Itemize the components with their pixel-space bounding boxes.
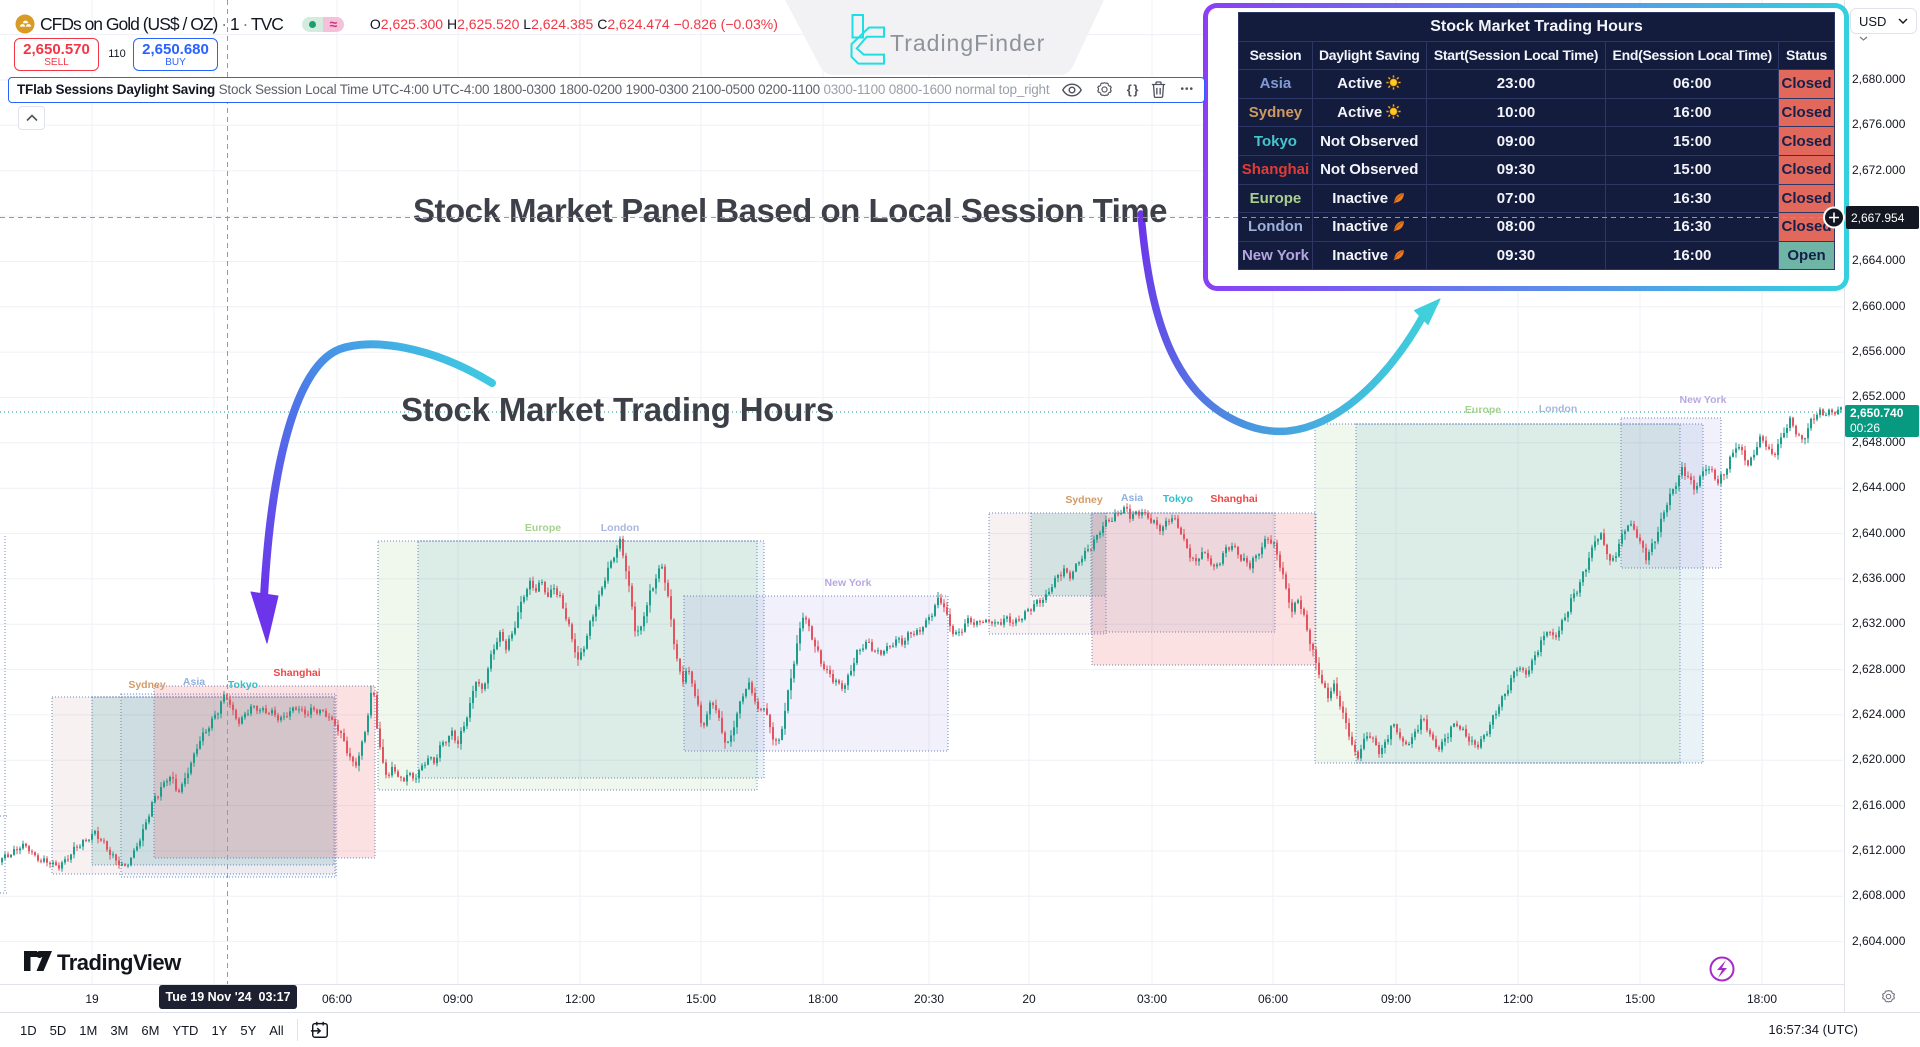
- svg-text:Shanghai: Shanghai: [273, 667, 320, 679]
- svg-text:TradingView: TradingView: [57, 950, 182, 975]
- svg-text:Shanghai: Shanghai: [1210, 493, 1257, 505]
- svg-text:New York: New York: [1680, 394, 1727, 406]
- svg-text:Europe: Europe: [525, 522, 561, 534]
- svg-text:London: London: [601, 522, 639, 534]
- svg-text:Sydney: Sydney: [1065, 494, 1103, 506]
- svg-text:Tokyo: Tokyo: [1163, 493, 1193, 505]
- svg-text:Sydney: Sydney: [128, 679, 166, 691]
- svg-text:Asia: Asia: [183, 676, 205, 688]
- svg-text:New York: New York: [825, 577, 872, 589]
- svg-text:London: London: [1539, 403, 1577, 415]
- svg-text:Tokyo: Tokyo: [228, 679, 258, 691]
- svg-text:Europe: Europe: [1465, 404, 1501, 416]
- svg-text:TradingFinder: TradingFinder: [890, 30, 1045, 56]
- svg-text:Asia: Asia: [1121, 492, 1143, 504]
